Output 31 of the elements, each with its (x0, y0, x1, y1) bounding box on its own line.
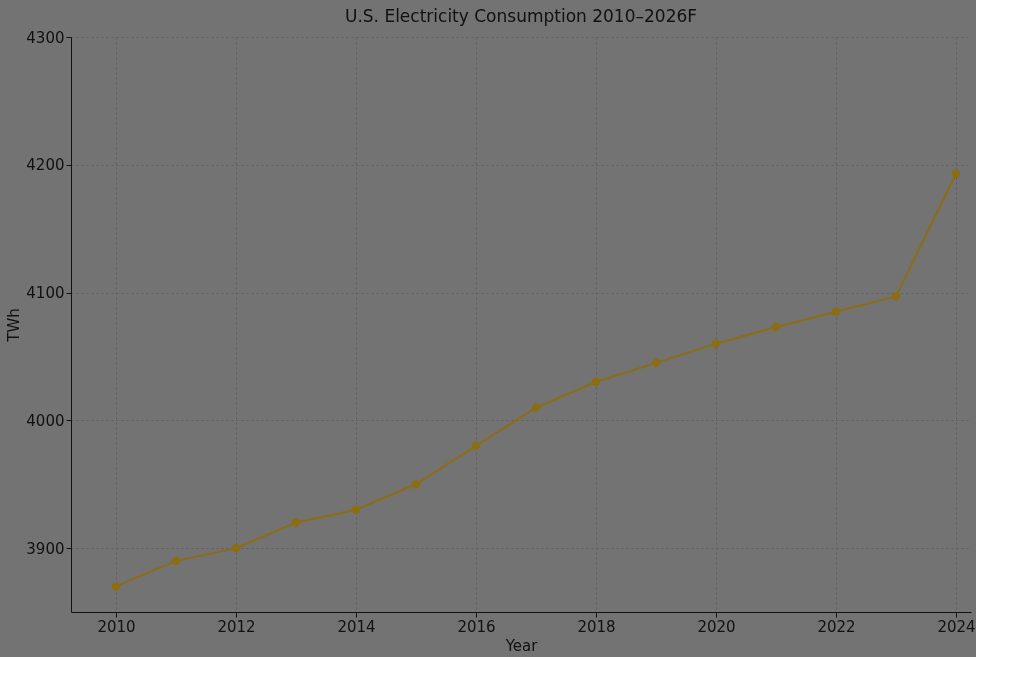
point (111, 582, 121, 591)
point (291, 518, 301, 527)
chart-title: U.S. Electricity Consumption 2010–2026F (344, 6, 698, 26)
point (651, 358, 661, 368)
point (411, 480, 421, 489)
y-tick-label: 4300 (26, 28, 65, 47)
x-tick-label: 2020 (697, 617, 736, 636)
x-axis-title: Year (504, 636, 539, 655)
point (711, 339, 721, 348)
y-tick-label: 4100 (26, 284, 65, 303)
y-tick-label: 3900 (26, 539, 65, 558)
point (531, 403, 541, 412)
x-tick-label: 2010 (97, 617, 136, 636)
x-tick-label: 2012 (217, 617, 256, 636)
x-tick-label: 2024 (937, 617, 976, 636)
x-tick-label: 2022 (817, 617, 856, 636)
point (351, 505, 361, 514)
y-axis-title: TWh (5, 308, 24, 343)
point (171, 556, 181, 566)
x-tick-label: 2014 (337, 617, 376, 636)
point (231, 543, 241, 553)
point (951, 169, 961, 178)
x-tick-label: 2018 (577, 617, 616, 636)
point (471, 441, 481, 451)
point (891, 292, 901, 301)
point (771, 322, 781, 332)
point (831, 307, 841, 316)
y-tick-label: 4000 (26, 411, 65, 430)
y-tick-label: 4200 (26, 156, 65, 175)
point (591, 377, 601, 387)
x-tick-label: 2016 (457, 617, 496, 636)
